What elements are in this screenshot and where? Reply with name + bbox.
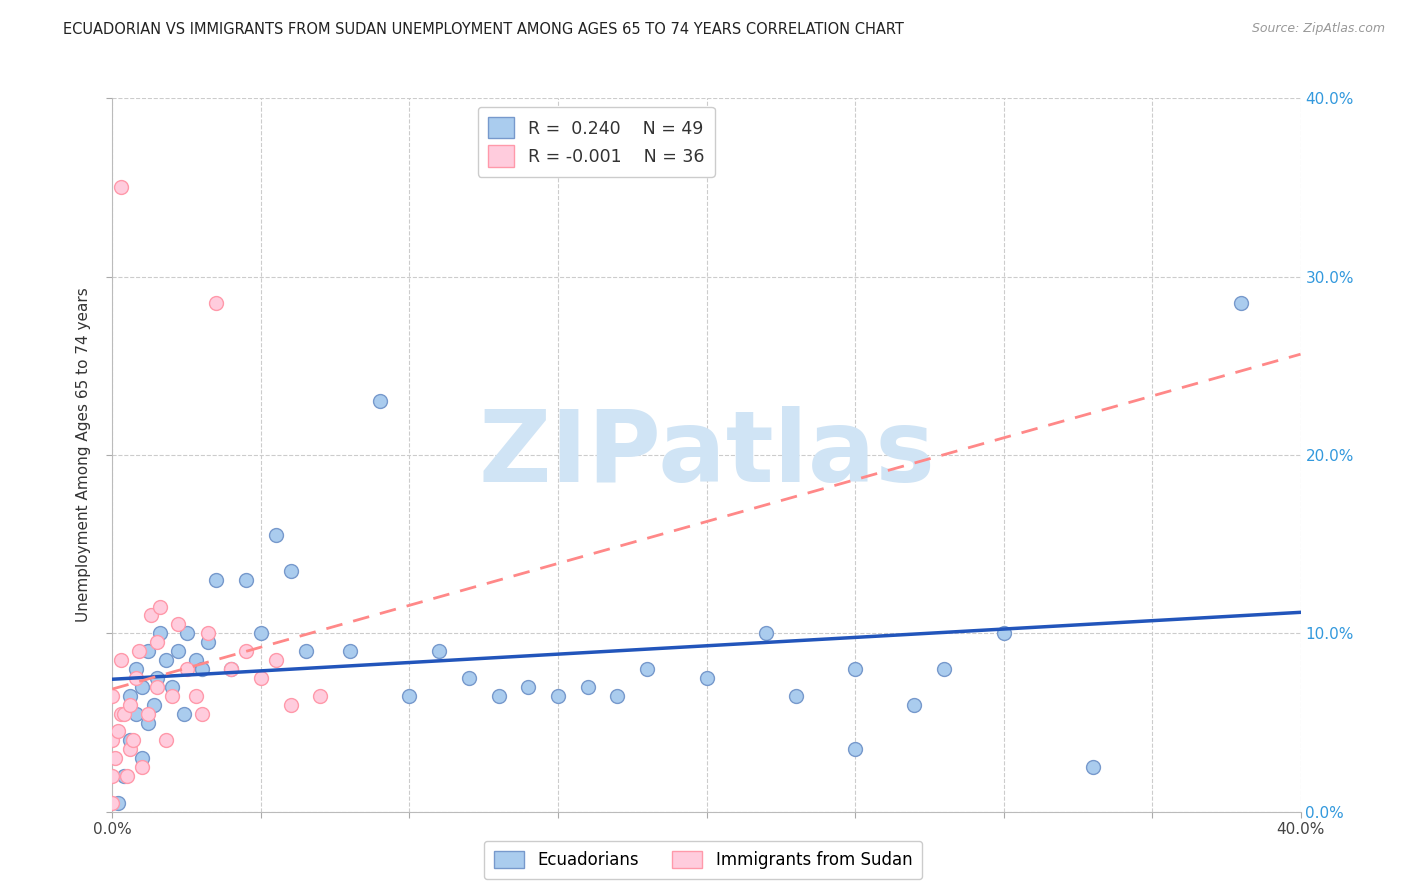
Point <box>294 644 316 658</box>
Point <box>122 733 145 747</box>
Point <box>101 796 124 810</box>
Point <box>993 626 1015 640</box>
Point <box>250 626 273 640</box>
Point <box>205 573 228 587</box>
Point <box>173 706 195 721</box>
Point <box>155 653 177 667</box>
Point <box>107 724 129 739</box>
Point <box>176 626 198 640</box>
Point <box>309 689 332 703</box>
Point <box>166 617 188 632</box>
Point <box>101 769 124 783</box>
Point <box>197 635 219 649</box>
Point <box>235 573 257 587</box>
Point <box>155 733 177 747</box>
Point <box>101 689 124 703</box>
Point <box>143 698 166 712</box>
Point <box>264 528 287 542</box>
Point <box>280 698 302 712</box>
Point <box>125 671 148 685</box>
Point <box>101 733 124 747</box>
Point <box>184 653 207 667</box>
Text: ECUADORIAN VS IMMIGRANTS FROM SUDAN UNEMPLOYMENT AMONG AGES 65 TO 74 YEARS CORRE: ECUADORIAN VS IMMIGRANTS FROM SUDAN UNEM… <box>63 22 904 37</box>
Point <box>149 599 172 614</box>
Point <box>125 662 148 676</box>
Point <box>368 394 391 409</box>
Point <box>844 742 866 756</box>
Point <box>219 662 242 676</box>
Point <box>120 698 142 712</box>
Point <box>110 653 132 667</box>
Point <box>755 626 778 640</box>
Point <box>117 769 139 783</box>
Point <box>104 751 127 765</box>
Point <box>131 760 153 774</box>
Point <box>110 706 132 721</box>
Point <box>149 626 172 640</box>
Point <box>120 742 142 756</box>
Point <box>934 662 956 676</box>
Point <box>280 564 302 578</box>
Point <box>339 644 361 658</box>
Point <box>785 689 807 703</box>
Point <box>844 662 866 676</box>
Legend: Ecuadorians, Immigrants from Sudan: Ecuadorians, Immigrants from Sudan <box>484 841 922 880</box>
Point <box>176 662 198 676</box>
Point <box>264 653 287 667</box>
Point <box>184 689 207 703</box>
Point <box>131 751 153 765</box>
Point <box>219 662 242 676</box>
Text: Source: ZipAtlas.com: Source: ZipAtlas.com <box>1251 22 1385 36</box>
Point <box>205 296 228 310</box>
Point <box>125 706 148 721</box>
Point <box>136 644 159 658</box>
Point <box>427 644 450 658</box>
Point <box>128 644 150 658</box>
Point <box>1081 760 1104 774</box>
Point <box>517 680 540 694</box>
Point <box>136 706 159 721</box>
Text: ZIPatlas: ZIPatlas <box>478 407 935 503</box>
Point <box>120 689 142 703</box>
Point <box>160 689 183 703</box>
Point <box>547 689 569 703</box>
Point <box>903 698 925 712</box>
Point <box>235 644 257 658</box>
Point <box>112 769 135 783</box>
Legend: R =  0.240    N = 49, R = -0.001    N = 36: R = 0.240 N = 49, R = -0.001 N = 36 <box>478 107 714 177</box>
Point <box>488 689 510 703</box>
Point <box>120 733 142 747</box>
Point <box>457 671 479 685</box>
Point <box>398 689 420 703</box>
Point <box>146 680 169 694</box>
Point <box>636 662 658 676</box>
Point <box>197 626 219 640</box>
Point <box>1230 296 1253 310</box>
Point <box>146 671 169 685</box>
Point <box>107 796 129 810</box>
Point <box>190 706 212 721</box>
Point <box>250 671 273 685</box>
Point <box>190 662 212 676</box>
Point <box>576 680 599 694</box>
Point <box>606 689 628 703</box>
Point <box>166 644 188 658</box>
Point <box>136 715 159 730</box>
Point <box>110 180 132 194</box>
Point <box>139 608 162 623</box>
Point <box>112 706 135 721</box>
Point <box>131 680 153 694</box>
Y-axis label: Unemployment Among Ages 65 to 74 years: Unemployment Among Ages 65 to 74 years <box>76 287 91 623</box>
Point <box>146 635 169 649</box>
Point <box>160 680 183 694</box>
Point <box>696 671 718 685</box>
